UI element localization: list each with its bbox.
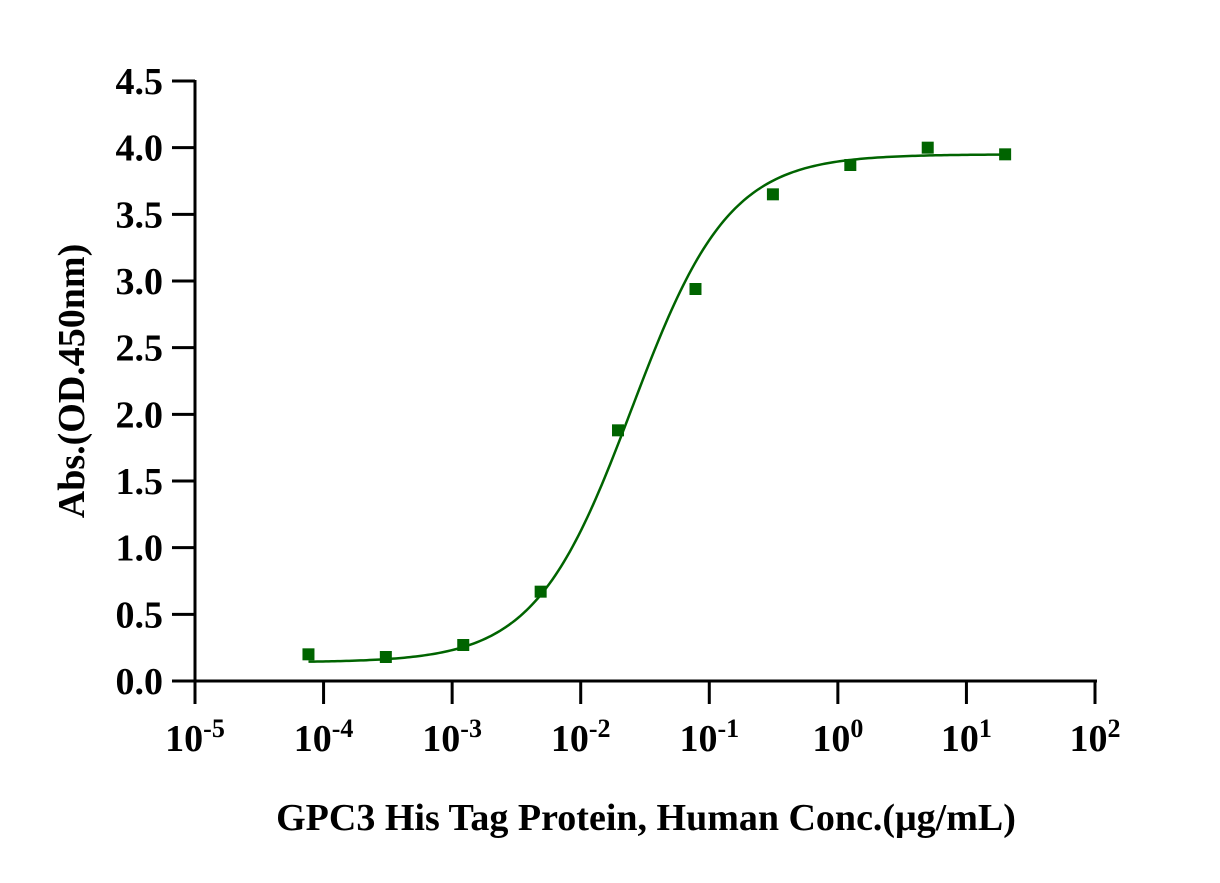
x-axis-title: GPC3 His Tag Protein, Human Conc.(μg/mL) [276, 797, 1016, 839]
x-tick-label: 102 [1070, 714, 1121, 760]
x-tick-label: 101 [941, 714, 992, 760]
y-axis-title: Abs.(OD.450nm) [51, 244, 93, 518]
data-point [302, 648, 315, 661]
y-tick-label: 2.5 [116, 328, 164, 370]
data-point [689, 283, 702, 295]
x-ticks: 10-5 10-4 10-3 10-2 10-1 100 101 102 [165, 681, 1121, 760]
y-axis: 0.0 0.5 1.0 1.5 2.0 2.5 3.0 3.5 4.0 4.5 [116, 61, 197, 703]
x-tick-label: 100 [812, 714, 863, 760]
y-ticks: 0.0 0.5 1.0 1.5 2.0 2.5 3.0 3.5 4.0 4.5 [116, 61, 195, 703]
y-tick-label: 3.0 [116, 261, 164, 303]
x-tick-label: 10-5 [165, 714, 225, 760]
data-point [999, 148, 1012, 161]
y-tick-label: 0.5 [116, 594, 164, 636]
y-tick-label: 4.0 [116, 128, 164, 170]
x-tick-label: 10-4 [294, 714, 354, 760]
data-point [921, 141, 934, 154]
y-tick-label: 2.0 [116, 394, 164, 436]
y-tick-label: 1.5 [116, 461, 164, 503]
x-axis: 10-5 10-4 10-3 10-2 10-1 100 101 102 [165, 679, 1121, 760]
y-tick-label: 4.5 [116, 61, 164, 103]
data-point [844, 159, 857, 171]
data-point [534, 585, 547, 598]
data-point [379, 651, 392, 663]
x-tick-label: 10-3 [422, 714, 482, 760]
data-point [612, 424, 625, 437]
x-tick-label: 10-2 [551, 714, 611, 760]
data-points [302, 141, 1012, 663]
y-tick-label: 1.0 [116, 528, 164, 570]
y-tick-label: 3.5 [116, 194, 164, 236]
fit-curve [308, 153, 1006, 663]
data-point [457, 639, 470, 651]
y-tick-label: 0.0 [116, 661, 164, 703]
data-point [766, 188, 779, 201]
x-tick-label: 10-1 [679, 714, 739, 760]
